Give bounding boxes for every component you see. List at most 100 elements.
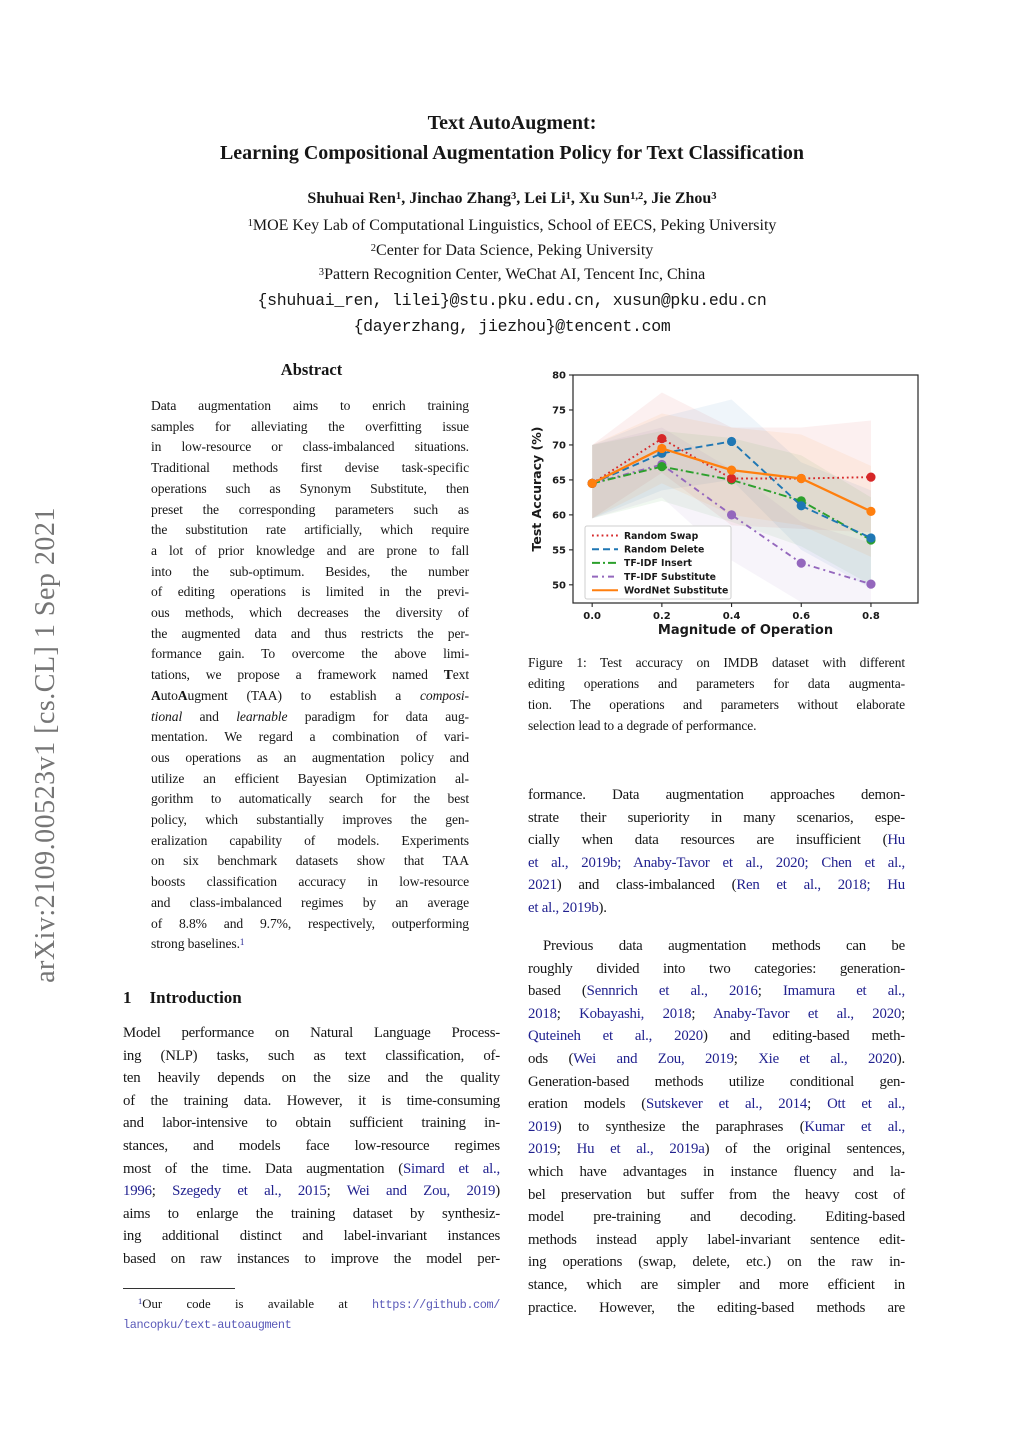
- url-link[interactable]: https://github.com/: [372, 1298, 500, 1312]
- text-line: in low-resource or class-imbalanced situ…: [151, 437, 469, 458]
- citation-link[interactable]: 1996: [123, 1183, 152, 1200]
- text-run: ) and class-imbalanced (: [556, 877, 737, 894]
- text-line: Traditional methods first devise task-sp…: [151, 458, 469, 479]
- url-link[interactable]: lancopku/text-autoaugment: [123, 1317, 292, 1332]
- text-run: formance. Data augmentation approaches d…: [528, 787, 905, 803]
- citation-link[interactable]: Sennrich et al., 2016: [586, 983, 758, 1000]
- legend-entry: Random Swap: [624, 531, 699, 542]
- text-run: methods instead apply label-invariant se…: [528, 1231, 905, 1248]
- text-line: editing operations and parameters for da…: [528, 673, 905, 694]
- text-line: utilize an efficient Bayesian Optimizati…: [151, 769, 469, 790]
- text-run: uto: [160, 687, 178, 703]
- text-run: ugment (TAA) to establish a: [187, 687, 420, 703]
- citation-link[interactable]: et al., 2019b; Anaby-Tavor et al., 2020;…: [528, 854, 905, 871]
- footnote-marker[interactable]: 1: [239, 936, 245, 947]
- text-run: a lot of prior knowledge and are prone t…: [151, 542, 469, 558]
- text-run: aims to enlarge the training dataset by …: [123, 1205, 500, 1222]
- text-line: policy, which substantially improves the…: [151, 810, 469, 831]
- chart-line-0: [591, 437, 871, 485]
- citation-link[interactable]: Imamura et al.,: [782, 983, 905, 1000]
- citation-link[interactable]: 2021: [528, 877, 557, 894]
- text-line: ous methods, which decreases the diversi…: [151, 603, 469, 624]
- data-point: [587, 478, 597, 489]
- text-run: Figure 1: Test accuracy on IMDB dataset …: [528, 655, 905, 670]
- text-line: ous operations as an augmentation policy…: [151, 748, 469, 769]
- text-line: model pre-training and decoding. Editing…: [528, 1206, 905, 1229]
- text-line: selection lead to a degrade of performan…: [528, 715, 905, 736]
- text-run: cially when data resources are insuffici…: [528, 832, 888, 849]
- text-run: and labor-intensive to obtain sufficient…: [123, 1115, 500, 1132]
- citation-link[interactable]: Xie et al., 2020: [758, 1050, 897, 1067]
- text-run: 1,2: [630, 190, 644, 202]
- text-run: 3: [711, 190, 717, 202]
- text-line: methods instead apply label-invariant se…: [528, 1229, 905, 1252]
- text-line: practice. However, the editing-based met…: [528, 1297, 905, 1320]
- citation-link[interactable]: Wei and Zou, 2019: [346, 1183, 496, 1200]
- y-tick-label: 55: [552, 545, 566, 556]
- text-run: 2: [370, 242, 377, 254]
- text-line: strong baselines.1: [151, 934, 469, 956]
- citation-link[interactable]: 2019: [528, 1118, 557, 1135]
- text-run: eralization capability of models. Experi…: [151, 832, 469, 848]
- text-line: ing operations (swap, delete, etc.) on t…: [528, 1251, 905, 1274]
- section-heading-introduction: 1 Introduction: [123, 988, 242, 1008]
- citation-link[interactable]: Ott et al.,: [827, 1096, 906, 1113]
- text-line: formance gain. To overcome the above lim…: [151, 644, 469, 665]
- data-point: [796, 501, 806, 511]
- citation-link[interactable]: Kumar et al.,: [804, 1118, 905, 1135]
- text-run: preset the corresponding parameters such…: [151, 501, 469, 517]
- text-run: model pre-training and decoding. Editing…: [528, 1209, 905, 1226]
- text-line: 1Our code is available at https://github…: [123, 1295, 500, 1315]
- text-line: 2018; Kobayashi, 2018; Anaby-Tavor et al…: [528, 1003, 905, 1026]
- citation-link[interactable]: Kobayashi, 2018: [579, 1005, 692, 1022]
- text-run: A: [151, 687, 161, 703]
- citation-link[interactable]: 2018: [528, 1005, 557, 1022]
- citation-link[interactable]: et al., 2019b: [528, 899, 599, 916]
- text-line: and class-imbalanced regimes by an avera…: [151, 893, 469, 914]
- text-line: tations, we propose a framework named Te…: [151, 665, 469, 686]
- citation-link[interactable]: Hu: [887, 832, 905, 849]
- text-run: ).: [896, 1050, 905, 1067]
- text-line: stance, which are simpler and more effic…: [528, 1274, 905, 1297]
- citation-link[interactable]: Hu et al., 2019a: [576, 1141, 705, 1158]
- text-run: practice. However, the editing-based met…: [528, 1299, 905, 1316]
- line-chart: 50 55 60 65 70 75 80 0.0 0.2 0.4 0.6 0.8 Magnitude o…: [529, 371, 919, 638]
- citation-link[interactable]: Ren et al., 2018; Hu: [736, 877, 905, 894]
- citation-link[interactable]: Simard et al.,: [403, 1160, 500, 1177]
- text-run: Generation-based methods utilize conditi…: [528, 1073, 905, 1090]
- text-run: ;: [757, 983, 783, 1000]
- data-point: [866, 533, 876, 543]
- arxiv-watermark: arXiv:2109.00523v1 [cs.CL] 1 Sep 2021: [30, 507, 61, 983]
- citation-link[interactable]: Wei and Zou, 2019: [573, 1050, 734, 1067]
- abstract-heading: Abstract: [280, 360, 343, 379]
- citation-link[interactable]: Sutskever et al., 2014: [646, 1096, 808, 1113]
- text-run: based (: [528, 983, 587, 1000]
- text-line: into the sub-optimum. Besides, the numbe…: [151, 562, 469, 583]
- text-line: ing additional distinct and label-invari…: [123, 1225, 500, 1248]
- text-run: stances, and models face low-resource re…: [123, 1137, 500, 1154]
- footnote-marker[interactable]: 1: [138, 1296, 143, 1307]
- text-run: composi-: [419, 687, 469, 703]
- text-line: of 8.8% and 9.7%, respectively, outperfo…: [151, 914, 469, 935]
- text-line: most of the time. Data augmentation (Sim…: [123, 1158, 500, 1181]
- data-point: [726, 436, 737, 447]
- citation-link[interactable]: Quteineh et al., 2020: [528, 1028, 703, 1045]
- text-run: the augmented data and thus restricts th…: [151, 625, 469, 641]
- text-line: Model performance on Natural Language Pr…: [123, 1022, 500, 1045]
- text-run: ing (NLP) tasks, such as text classifica…: [123, 1047, 500, 1064]
- text-run: Our code is available at: [142, 1297, 373, 1311]
- chart-legend: Random Swap Random Delete TF-IDF Insert TF-…: [584, 525, 732, 600]
- text-line: based (Sennrich et al., 2016; Imamura et…: [528, 980, 905, 1003]
- data-point: [796, 473, 806, 484]
- data-point: [657, 434, 667, 444]
- citation-link[interactable]: Szegedy et al., 2015: [172, 1183, 327, 1200]
- text-run: ous operations as an augmentation policy…: [151, 749, 469, 765]
- text-run: samples for alleviating the overfitting …: [151, 418, 469, 434]
- paper-title-line-1: Text AutoAugment:: [427, 112, 597, 134]
- text-run: editing operations and parameters for da…: [528, 676, 905, 691]
- citation-link[interactable]: 2019: [528, 1141, 557, 1158]
- text-run: the substitution rate artificially, whic…: [151, 522, 469, 538]
- x-tick-label: 0.4: [723, 611, 741, 622]
- text-line: tion. The operations and parameters with…: [528, 694, 905, 715]
- citation-link[interactable]: Anaby-Tavor et al., 2020: [712, 1005, 902, 1022]
